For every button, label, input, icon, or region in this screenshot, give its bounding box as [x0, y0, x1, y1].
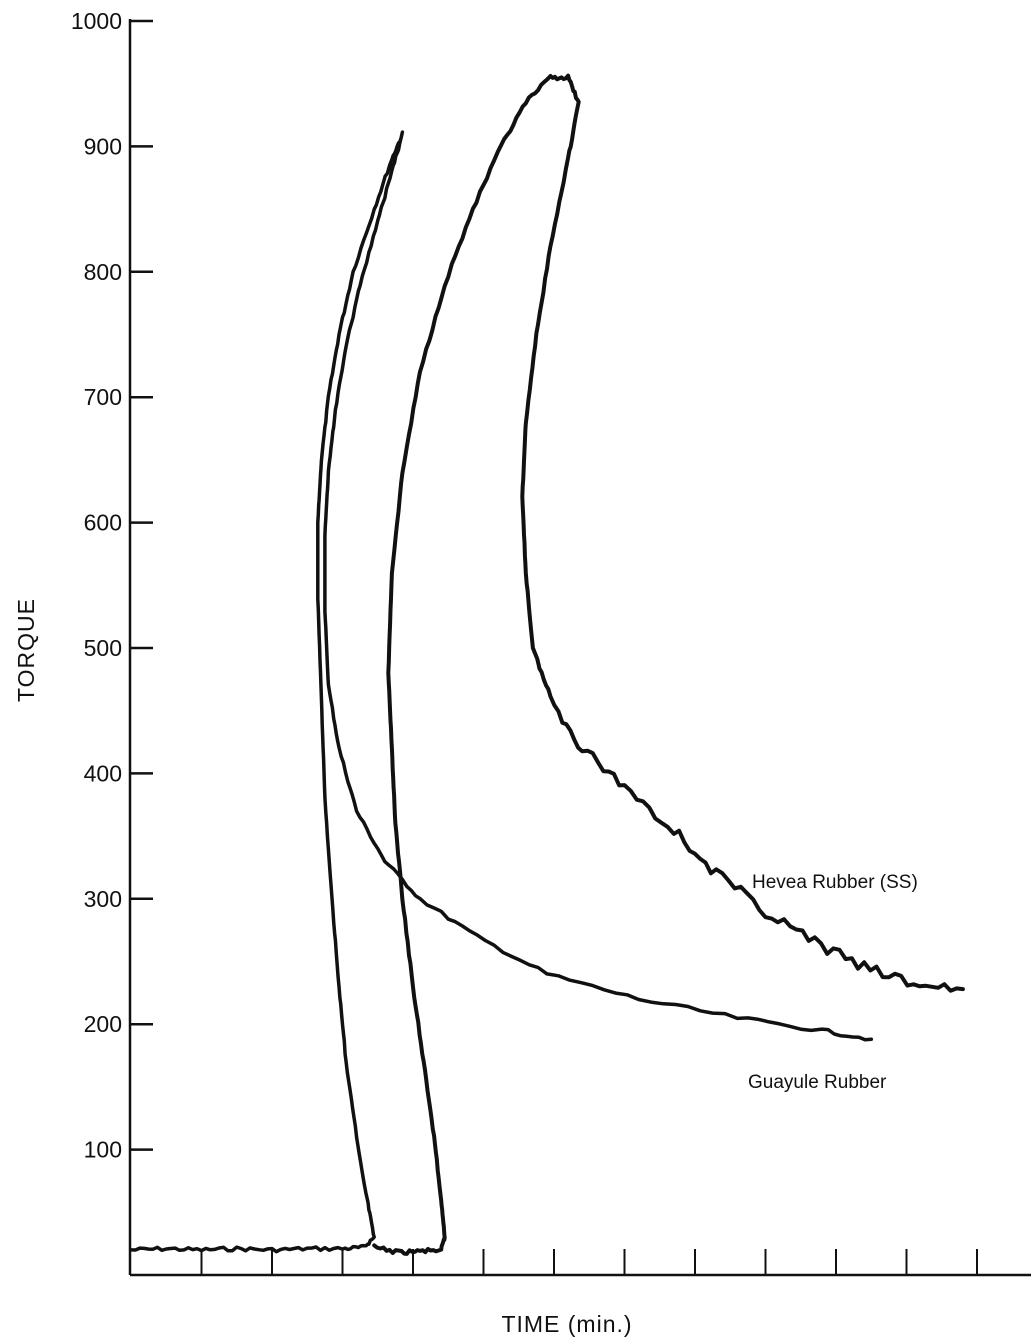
y-axis-ticks: 100 200 300 400 500 600 700 800 900 1000: [71, 8, 153, 1163]
series-label-hevea: Hevea Rubber (SS): [752, 872, 918, 893]
y-tick-label-1000: 1000: [71, 8, 122, 34]
y-axis-title: TORQUE: [13, 598, 39, 702]
series-line-hevea-rubber-ss: [372, 73, 965, 1256]
data-series: [129, 73, 965, 1256]
y-tick-label-500: 500: [84, 635, 122, 661]
y-tick-label-900: 900: [84, 133, 122, 159]
y-tick-label-700: 700: [84, 384, 122, 410]
series-line-guayule-rubber: [129, 130, 874, 1254]
y-tick-label-300: 300: [84, 886, 122, 912]
y-tick-label-800: 800: [84, 259, 122, 285]
x-axis-title: TIME (min.): [501, 1311, 632, 1337]
y-tick-label-400: 400: [84, 760, 122, 786]
y-tick-label-100: 100: [84, 1137, 122, 1163]
series-label-guayule: Guayule Rubber: [748, 1072, 887, 1093]
y-tick-label-600: 600: [84, 510, 122, 536]
y-tick-label-200: 200: [84, 1011, 122, 1037]
